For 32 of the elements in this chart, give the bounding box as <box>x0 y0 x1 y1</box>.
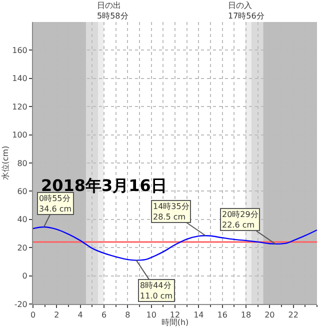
x-tick-label: 4 <box>78 310 83 320</box>
text: 日の入 17時56分 <box>228 1 264 20</box>
y-tick-label: 0 <box>22 272 28 281</box>
annotation: 2018年3月16日 <box>41 176 167 195</box>
text: 日の出 5時58分 <box>97 1 128 20</box>
y-tick-label: 80 <box>17 158 28 168</box>
y-tick-label: 100 <box>12 130 28 140</box>
annotation: 8時44分 11.0 cm <box>140 281 173 300</box>
x-tick-label: 12 <box>170 310 180 320</box>
y-tick-label: -20 <box>14 300 28 309</box>
x-tick-label: 16 <box>217 310 228 320</box>
x-tick-label: 2 <box>54 310 60 320</box>
x-axis-title: 時間(h) <box>161 318 189 327</box>
x-tick-label: 6 <box>101 310 107 320</box>
x-tick-label: 0 <box>30 310 36 320</box>
x-tick-label: 14 <box>194 310 204 320</box>
y-tick-label: 40 <box>17 215 28 224</box>
y-tick-label: 120 <box>12 102 28 112</box>
y-axis-title: 水位(cm) <box>0 146 10 180</box>
y-tick-label: 20 <box>17 243 28 252</box>
x-tick-label: 22 <box>288 310 298 320</box>
x-tick-label: 20 <box>264 310 275 320</box>
line-series <box>33 226 317 261</box>
y-tick-label: 140 <box>12 74 28 84</box>
y-tick-label: 60 <box>17 187 28 196</box>
annotation: 0時55分 34.6 cm <box>39 194 72 214</box>
x-tick-label: 8 <box>125 310 130 320</box>
x-tick-label: 18 <box>240 310 252 320</box>
annotation: 14時35分 28.5 cm <box>153 202 190 222</box>
y-tick-label: 160 <box>12 46 28 55</box>
annotation: 20時29分 22.6 cm <box>222 210 258 230</box>
x-tick-label: 10 <box>146 310 156 320</box>
